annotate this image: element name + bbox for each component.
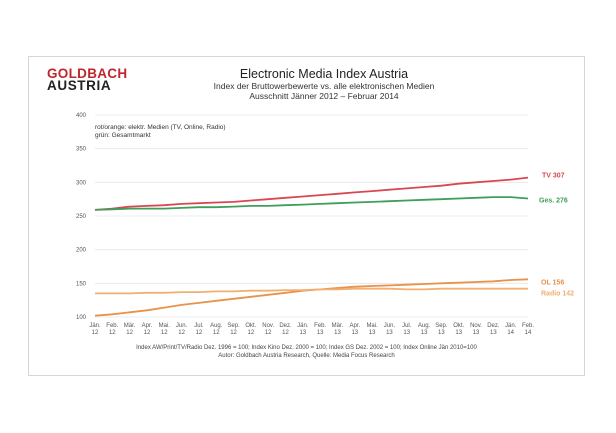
- x-tick-label-month: Mär.: [124, 323, 136, 329]
- x-tick-label-year: 13: [403, 330, 410, 336]
- chart-subtitle-1: Index der Bruttowerbewerte vs. alle elek…: [213, 81, 435, 91]
- x-tick-label-year: 13: [490, 330, 497, 336]
- x-tick-label-month: Jul.: [194, 323, 204, 329]
- legend-note-line2: grün: Gesamtmarkt: [95, 132, 151, 139]
- x-tick-label-month: Okt.: [245, 323, 256, 329]
- x-tick-label-year: 12: [213, 330, 220, 336]
- x-tick-label-month: Jän.: [297, 323, 309, 329]
- x-tick-label-year: 13: [438, 330, 445, 336]
- series-line-tv: [94, 176, 529, 211]
- x-tick-label-month: Nov.: [262, 323, 274, 329]
- x-tick-label-year: 12: [161, 330, 168, 336]
- y-tick-label: 200: [76, 248, 87, 254]
- line-chart: 100150200250300350400Jän.12Feb.12Mär.12A…: [76, 113, 574, 336]
- y-tick-label: 150: [76, 281, 87, 287]
- chart-header: Electronic Media Index Austria Index der…: [179, 67, 469, 101]
- x-tick-label-month: Apr.: [142, 323, 153, 329]
- series-end-label-radio: Radio 142: [541, 291, 574, 298]
- x-tick-label-month: Mai.: [159, 323, 171, 329]
- series-line-ges.: [94, 196, 529, 211]
- x-tick-label-year: 13: [386, 330, 393, 336]
- footnote-line1: Index AW/Print/TV/Radio Dez. 1996 = 100;…: [136, 345, 477, 351]
- x-tick-label-year: 14: [507, 330, 514, 336]
- x-tick-label-month: Jän.: [89, 323, 101, 329]
- x-tick-label-month: Feb.: [522, 323, 534, 329]
- x-tick-label-month: Jul.: [402, 323, 412, 329]
- legend-note-line1: rot/orange: elektr. Medien (TV, Online, …: [95, 124, 226, 131]
- x-tick-label-month: Mär.: [332, 323, 344, 329]
- x-tick-label-month: Dez.: [487, 323, 500, 329]
- x-tick-label-month: Mai.: [366, 323, 378, 329]
- x-tick-label-year: 13: [473, 330, 480, 336]
- y-tick-label: 300: [76, 180, 87, 186]
- x-tick-label-year: 13: [369, 330, 376, 336]
- x-tick-label-year: 12: [248, 330, 255, 336]
- y-tick-label: 250: [76, 214, 87, 220]
- series-line-ol: [94, 278, 529, 317]
- series-line-radio: [95, 287, 528, 295]
- y-tick-label: 350: [76, 147, 87, 153]
- x-tick-label-year: 12: [230, 330, 237, 336]
- y-tick-label: 100: [76, 315, 87, 321]
- series-end-label-tv: TV 307: [542, 173, 565, 180]
- logo-line2: AUSTRIA: [47, 78, 112, 93]
- x-tick-label-month: Sep.: [435, 323, 448, 329]
- x-tick-label-year: 13: [317, 330, 324, 336]
- x-tick-label-month: Nov.: [470, 323, 482, 329]
- x-tick-label-month: Aug.: [418, 323, 431, 329]
- x-tick-label-month: Jän.: [505, 323, 517, 329]
- x-tick-label-year: 12: [196, 330, 203, 336]
- x-tick-label-month: Feb.: [314, 323, 326, 329]
- x-tick-label-year: 12: [178, 330, 185, 336]
- color-legend-note: rot/orange: elektr. Medien (TV, Online, …: [95, 124, 226, 140]
- x-tick-label-year: 14: [525, 330, 532, 336]
- x-tick-label-year: 13: [299, 330, 306, 336]
- x-tick-label-month: Dez.: [279, 323, 292, 329]
- chart-subtitle-2: Ausschnitt Jänner 2012 – Februar 2014: [249, 91, 399, 101]
- x-tick-label-month: Jun.: [176, 323, 188, 329]
- x-tick-label-month: Feb.: [106, 323, 118, 329]
- x-tick-label-year: 12: [92, 330, 99, 336]
- x-tick-label-year: 13: [334, 330, 341, 336]
- x-tick-label-month: Sep.: [227, 323, 240, 329]
- logo-line1: GOLDBACH: [47, 66, 128, 81]
- x-tick-label-year: 12: [265, 330, 272, 336]
- x-tick-label-year: 13: [421, 330, 428, 336]
- x-tick-label-year: 12: [126, 330, 133, 336]
- series-end-label-ges: Ges. 276: [539, 197, 568, 204]
- x-tick-label-year: 12: [109, 330, 116, 336]
- x-tick-label-month: Apr.: [349, 323, 360, 329]
- x-tick-label-month: Jun.: [384, 323, 396, 329]
- chart-title: Electronic Media Index Austria: [239, 67, 409, 81]
- series-end-label-ol: OL 156: [541, 279, 564, 286]
- y-tick-label: 400: [76, 113, 87, 119]
- x-tick-label-year: 12: [144, 330, 151, 336]
- x-tick-label-month: Okt.: [453, 323, 464, 329]
- chart-card: GOLDBACH AUSTRIA Electronic Media Index …: [28, 56, 585, 376]
- goldbach-logo: GOLDBACH AUSTRIA: [47, 66, 128, 93]
- x-tick-label-year: 13: [351, 330, 358, 336]
- x-tick-label-year: 13: [455, 330, 462, 336]
- footnote-line2: Autor: Goldbach Austria Research, Quelle…: [218, 353, 395, 359]
- x-tick-label-month: Aug.: [210, 323, 223, 329]
- x-tick-label-year: 12: [282, 330, 289, 336]
